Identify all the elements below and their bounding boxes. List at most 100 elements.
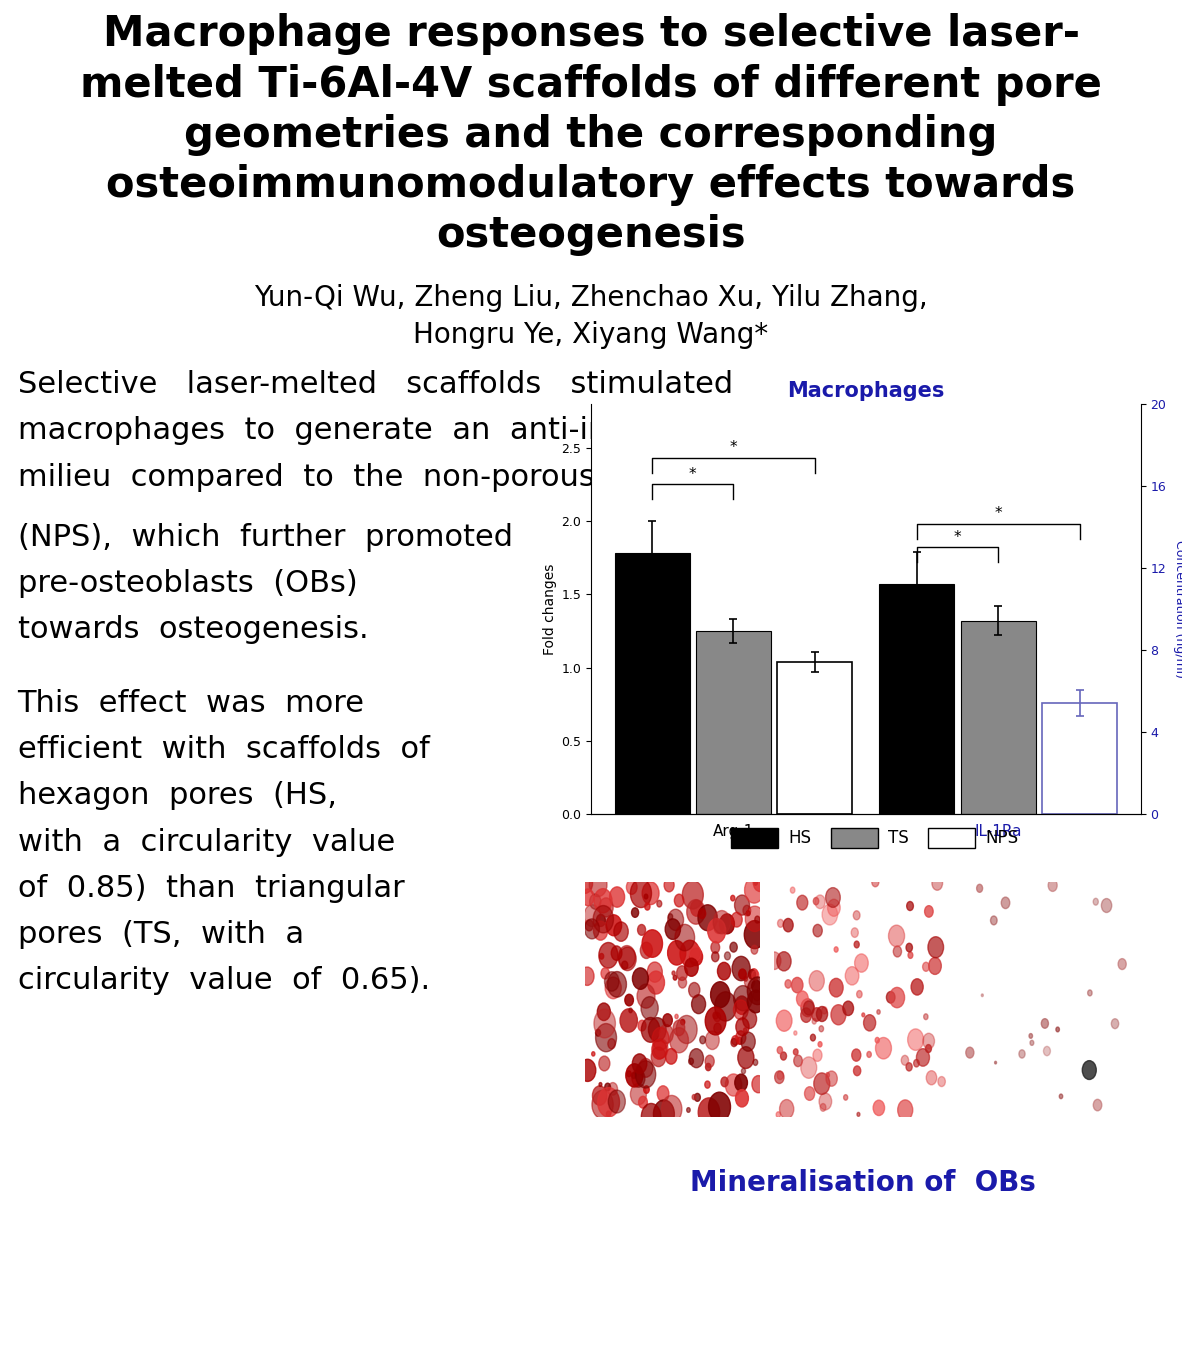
Legend: HS, TS, NPS: HS, TS, NPS [725, 821, 1025, 855]
Circle shape [689, 1049, 703, 1067]
Circle shape [609, 1090, 625, 1113]
Circle shape [745, 921, 765, 949]
Circle shape [745, 975, 754, 988]
Circle shape [937, 1077, 946, 1086]
Circle shape [684, 958, 699, 976]
Circle shape [777, 1112, 780, 1117]
Circle shape [876, 1038, 891, 1059]
Circle shape [743, 1028, 747, 1032]
Circle shape [630, 1084, 647, 1105]
Text: macrophages  to  generate  an  anti-inflammatory: macrophages to generate an anti-inflamma… [18, 416, 784, 446]
Circle shape [1041, 1019, 1048, 1028]
Circle shape [732, 1035, 739, 1044]
Circle shape [857, 991, 862, 997]
Circle shape [811, 1034, 816, 1040]
Circle shape [886, 992, 895, 1003]
Circle shape [752, 980, 761, 992]
Circle shape [805, 1086, 814, 1100]
Circle shape [894, 946, 902, 957]
Circle shape [914, 1059, 920, 1067]
Bar [615, 553, 689, 814]
Circle shape [687, 899, 704, 925]
Bar [961, 621, 1035, 814]
Circle shape [793, 1049, 798, 1055]
Circle shape [777, 1010, 792, 1031]
Circle shape [714, 1023, 721, 1034]
Circle shape [816, 895, 825, 909]
Circle shape [654, 1100, 675, 1128]
Y-axis label: Concentration (ng/ml): Concentration (ng/ml) [1173, 540, 1182, 678]
Text: pre-osteoblasts  (OBs): pre-osteoblasts (OBs) [18, 569, 357, 598]
Circle shape [931, 876, 942, 890]
Circle shape [689, 1058, 694, 1065]
Circle shape [675, 1015, 678, 1019]
Text: Yun-Qi Wu, Zheng Liu, Zhenchao Xu, Yilu Zhang,
Hongru Ye, Xiyang Wang*: Yun-Qi Wu, Zheng Liu, Zhenchao Xu, Yilu … [254, 284, 928, 349]
Circle shape [791, 887, 795, 894]
Circle shape [821, 1007, 827, 1014]
Circle shape [599, 942, 618, 968]
Circle shape [674, 975, 677, 980]
Circle shape [820, 1104, 826, 1112]
Text: towards  osteogenesis.: towards osteogenesis. [18, 615, 368, 643]
Circle shape [641, 942, 652, 958]
Circle shape [682, 880, 703, 909]
Circle shape [687, 1108, 690, 1112]
Bar [696, 631, 771, 814]
Circle shape [730, 942, 738, 952]
Circle shape [626, 880, 637, 894]
Circle shape [890, 988, 904, 1008]
Circle shape [741, 1069, 746, 1074]
Circle shape [1044, 1046, 1051, 1055]
Circle shape [649, 1018, 667, 1042]
Circle shape [843, 1001, 853, 1015]
Circle shape [800, 1008, 812, 1023]
Circle shape [801, 999, 814, 1016]
Circle shape [746, 911, 751, 915]
Circle shape [632, 968, 649, 989]
Circle shape [777, 952, 791, 970]
Circle shape [735, 1090, 748, 1106]
Circle shape [676, 966, 688, 980]
Circle shape [585, 919, 593, 931]
Circle shape [599, 1082, 602, 1086]
Circle shape [638, 1096, 648, 1108]
Circle shape [606, 1110, 611, 1117]
Circle shape [704, 1081, 710, 1088]
Circle shape [1111, 1019, 1118, 1028]
Circle shape [717, 962, 730, 980]
Circle shape [590, 872, 608, 896]
Circle shape [580, 966, 595, 985]
Circle shape [817, 1007, 827, 1022]
Bar [778, 662, 852, 814]
Circle shape [738, 1047, 754, 1069]
Circle shape [673, 1020, 684, 1036]
Circle shape [642, 1104, 661, 1129]
Circle shape [1087, 989, 1092, 996]
Bar [1043, 703, 1117, 814]
Circle shape [754, 880, 758, 886]
Circle shape [755, 917, 760, 923]
Circle shape [916, 1049, 929, 1066]
Circle shape [644, 1086, 649, 1093]
Circle shape [597, 914, 605, 926]
Circle shape [797, 991, 808, 1007]
Circle shape [739, 969, 746, 979]
Circle shape [657, 1086, 669, 1101]
Circle shape [777, 1071, 784, 1079]
Circle shape [629, 1008, 632, 1012]
Circle shape [720, 914, 734, 934]
Circle shape [630, 879, 651, 907]
Circle shape [689, 948, 702, 965]
Circle shape [923, 1014, 928, 1020]
Circle shape [1083, 1061, 1096, 1079]
Circle shape [743, 906, 751, 915]
Circle shape [613, 922, 629, 941]
Circle shape [907, 944, 913, 952]
Text: Selective   laser-melted   scaffolds   stimulated: Selective laser-melted scaffolds stimula… [18, 370, 733, 400]
Circle shape [873, 1100, 884, 1116]
Circle shape [663, 1014, 673, 1027]
Circle shape [889, 925, 904, 946]
Circle shape [991, 917, 998, 925]
Circle shape [708, 1092, 730, 1121]
Circle shape [636, 1061, 656, 1088]
